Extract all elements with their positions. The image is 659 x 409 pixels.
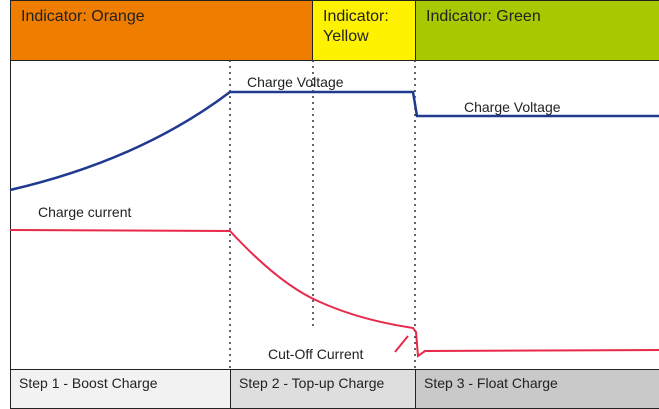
stage-header: Indicator: Yellow [312, 0, 416, 61]
label: Charge Voltage [247, 74, 344, 90]
step-label: Step 3 - Float Charge [415, 369, 659, 409]
step-label: Step 1 - Boost Charge [10, 369, 231, 409]
stage-dividers [229, 60, 416, 370]
step-label: Step 2 - Top-up Charge [230, 369, 416, 409]
voltage-curve [9, 90, 659, 192]
label: Cut-Off Current [268, 346, 364, 362]
current-curve [9, 229, 659, 358]
stage-header: Indicator: Green [415, 0, 659, 61]
label: Charge current [38, 204, 131, 220]
label: Charge Voltage [464, 99, 561, 115]
stage-header: Indicator: Orange [10, 0, 313, 61]
cutoff-pointer [394, 335, 409, 353]
